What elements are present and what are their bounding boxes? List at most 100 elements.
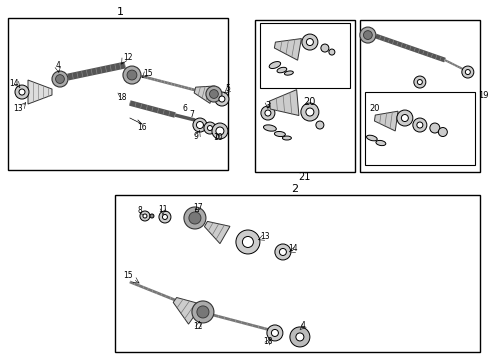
Circle shape — [162, 215, 167, 220]
Circle shape — [205, 86, 222, 102]
Circle shape — [306, 39, 313, 46]
Bar — [8, 18, 227, 170]
Text: 6: 6 — [182, 104, 187, 113]
Circle shape — [416, 122, 422, 128]
Text: 15: 15 — [143, 68, 152, 77]
Text: 4: 4 — [300, 321, 305, 330]
Circle shape — [122, 66, 141, 84]
Bar — [254, 20, 354, 172]
Circle shape — [219, 96, 224, 102]
Text: 20: 20 — [303, 97, 315, 107]
Circle shape — [215, 92, 228, 106]
Circle shape — [465, 69, 469, 75]
Bar — [260, 23, 349, 88]
Circle shape — [52, 71, 68, 87]
Circle shape — [56, 75, 64, 84]
Circle shape — [140, 211, 150, 221]
Bar — [115, 195, 479, 352]
Circle shape — [300, 103, 318, 121]
Circle shape — [274, 244, 290, 260]
Ellipse shape — [375, 140, 385, 146]
Circle shape — [320, 44, 328, 52]
Ellipse shape — [263, 125, 276, 131]
Text: 11: 11 — [158, 206, 167, 215]
Circle shape — [279, 248, 286, 256]
Text: 14: 14 — [9, 78, 19, 87]
Circle shape — [127, 70, 137, 80]
Polygon shape — [194, 86, 214, 103]
Text: 9: 9 — [193, 131, 198, 140]
Circle shape — [197, 306, 208, 318]
Ellipse shape — [366, 135, 376, 141]
Circle shape — [305, 108, 313, 116]
Text: 3: 3 — [265, 100, 270, 109]
Text: 7: 7 — [189, 109, 194, 118]
Text: 19: 19 — [478, 90, 488, 99]
Text: 15: 15 — [123, 271, 133, 280]
Ellipse shape — [268, 62, 280, 68]
Circle shape — [301, 34, 317, 50]
Circle shape — [413, 76, 425, 88]
Polygon shape — [28, 80, 52, 104]
Text: 13: 13 — [13, 104, 23, 113]
Circle shape — [150, 214, 154, 218]
Circle shape — [461, 66, 473, 78]
Circle shape — [295, 333, 303, 341]
Circle shape — [264, 110, 270, 116]
Circle shape — [363, 31, 371, 40]
Text: 14: 14 — [287, 244, 297, 253]
Circle shape — [209, 90, 218, 98]
Text: 8: 8 — [137, 207, 142, 216]
Text: 18: 18 — [263, 337, 272, 346]
Circle shape — [188, 212, 201, 224]
Text: 16: 16 — [137, 122, 146, 131]
Ellipse shape — [284, 71, 293, 75]
Text: 17: 17 — [193, 203, 203, 212]
Text: 2: 2 — [291, 184, 298, 194]
Bar — [359, 20, 479, 172]
Circle shape — [191, 301, 213, 323]
Ellipse shape — [282, 136, 291, 140]
Polygon shape — [173, 297, 202, 324]
Polygon shape — [269, 90, 298, 116]
Circle shape — [261, 106, 274, 120]
Circle shape — [142, 214, 147, 218]
Circle shape — [207, 126, 212, 131]
Circle shape — [412, 118, 426, 132]
Text: 4: 4 — [56, 60, 61, 69]
Circle shape — [359, 27, 375, 43]
Circle shape — [416, 80, 422, 85]
Circle shape — [183, 207, 205, 229]
Circle shape — [289, 327, 309, 347]
Polygon shape — [204, 221, 229, 244]
Text: 20: 20 — [369, 104, 379, 113]
Text: 1: 1 — [116, 7, 123, 17]
Text: 12: 12 — [123, 53, 132, 62]
Circle shape — [196, 122, 203, 129]
Polygon shape — [274, 39, 301, 60]
Text: 12: 12 — [193, 323, 202, 332]
Circle shape — [266, 325, 283, 341]
Text: 18: 18 — [117, 93, 126, 102]
Circle shape — [328, 49, 334, 55]
Circle shape — [315, 121, 323, 129]
Circle shape — [19, 89, 25, 95]
Ellipse shape — [277, 67, 286, 73]
Polygon shape — [374, 111, 397, 131]
Circle shape — [437, 127, 447, 136]
Circle shape — [216, 127, 224, 135]
Circle shape — [159, 211, 171, 223]
Circle shape — [401, 114, 407, 122]
Circle shape — [429, 123, 439, 133]
Circle shape — [271, 329, 278, 337]
Circle shape — [242, 237, 253, 247]
Text: 21: 21 — [298, 172, 310, 182]
Circle shape — [15, 85, 29, 99]
Ellipse shape — [274, 131, 285, 136]
Circle shape — [203, 122, 216, 134]
Text: 13: 13 — [260, 233, 269, 242]
Circle shape — [193, 118, 206, 132]
Text: 5: 5 — [225, 84, 230, 93]
Text: 10: 10 — [213, 132, 222, 141]
Circle shape — [396, 110, 412, 126]
